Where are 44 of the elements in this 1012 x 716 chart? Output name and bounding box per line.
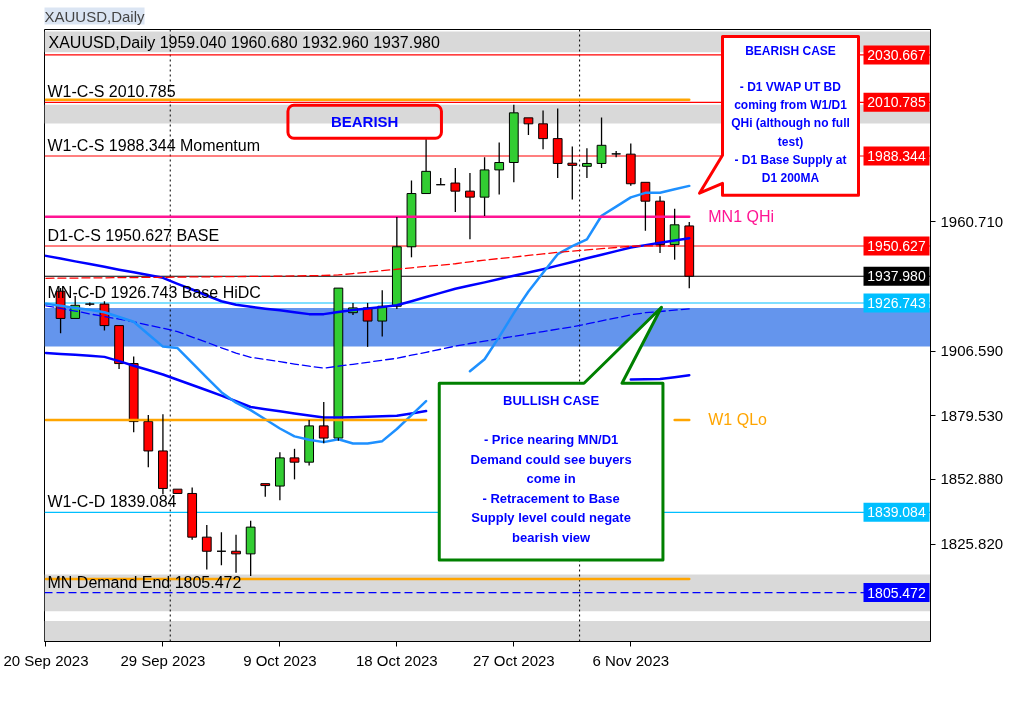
- y-tick-label: 1825.820: [940, 535, 1004, 553]
- annotation: W1-C-S 2010.785: [47, 83, 176, 101]
- candlestick: [172, 488, 183, 494]
- line-series: [45, 305, 690, 369]
- chart-title: XAUUSD,Daily: [44, 7, 146, 25]
- ref-line-label: 1839.084: [867, 504, 926, 521]
- y-tick-label: 1906.590: [940, 342, 1004, 360]
- candlestick: [333, 287, 344, 442]
- text: BEARISH CASE - D1 VWAP UT BD coming from W1/D1 QHi (although no full test) - D1 Base Supply at D1 200MA: [731, 43, 850, 185]
- text: BULLISH CASE - Price nearing MN/D1 Demand could see buyers come in - Retracement to Base Supply level could negate bearish view: [470, 393, 632, 545]
- candlestick: [465, 172, 475, 240]
- x-tick-label: 18 Oct 2023: [355, 651, 438, 669]
- ref-line-label: 2010.785: [867, 94, 926, 111]
- ref-line-label: 2030.667: [867, 46, 926, 63]
- candlestick: [158, 413, 168, 495]
- ref-line-label: 1937.980: [867, 268, 926, 285]
- y-tick-label: 1879.530: [940, 406, 1004, 424]
- candlestick: [582, 147, 592, 179]
- series-label: W1 QLo: [708, 411, 768, 429]
- y-tick-label: 1852.880: [940, 470, 1004, 488]
- ref-line-label: 1805.472: [867, 584, 926, 601]
- series-label: MN1 QHi: [708, 208, 775, 226]
- annotation: W1-C-S 1988.344 Momentum: [47, 136, 261, 154]
- candlestick: [114, 325, 124, 370]
- ref-line-label: 1988.344: [867, 147, 926, 164]
- x-tick-label: 29 Sep 2023: [120, 651, 206, 669]
- annotation: D1-C-S 1950.627 BASE: [47, 227, 220, 245]
- candlestick: [304, 419, 315, 467]
- candlestick: [231, 534, 241, 574]
- x-tick-label: 6 Nov 2023: [592, 651, 670, 669]
- candlestick: [640, 181, 651, 232]
- chart-subtitle: XAUUSD,Daily 1959.040 1960.680 1932.960 1937.980: [48, 33, 441, 51]
- candlestick: [275, 451, 285, 501]
- annotation: W1-C-D 1839.084: [47, 493, 177, 511]
- candlestick: [494, 141, 505, 196]
- candlestick: [421, 137, 431, 195]
- x-tick-label: 9 Oct 2023: [243, 651, 317, 669]
- ref-line-label: 1926.743: [867, 295, 926, 312]
- annotation: BEARISH: [330, 113, 399, 131]
- ref-line-label: 1950.627: [867, 238, 926, 255]
- y-tick-label: 1960.710: [940, 212, 1004, 230]
- x-tick-label: 20 Sep 2023: [3, 651, 89, 669]
- candlestick: [538, 109, 548, 151]
- x-tick-label: 27 Oct 2023: [472, 651, 555, 669]
